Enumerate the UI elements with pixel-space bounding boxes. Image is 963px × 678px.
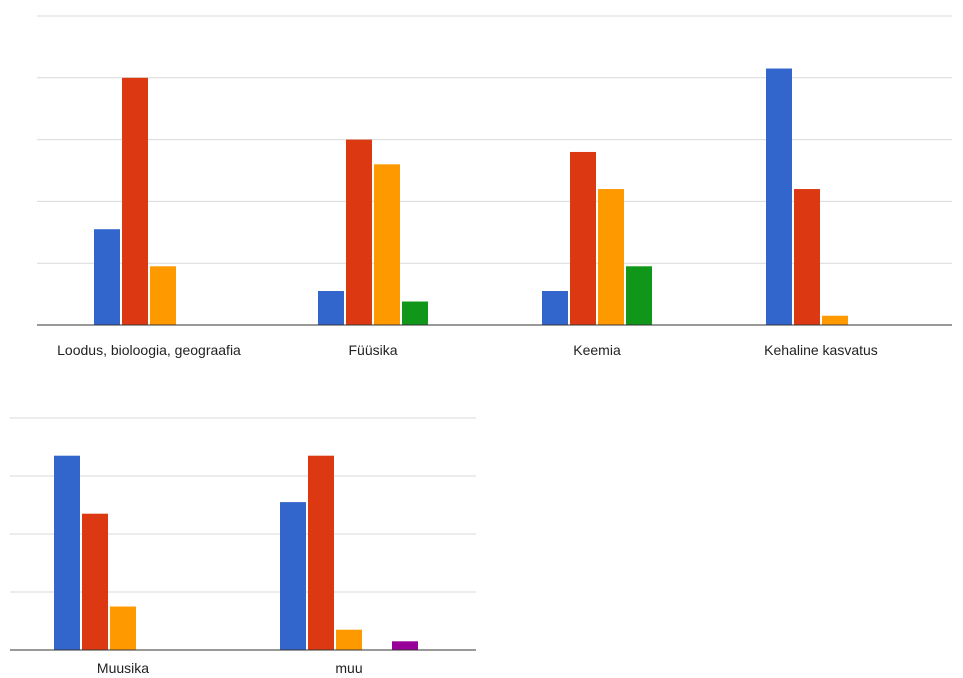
bar — [570, 151, 596, 325]
bar — [318, 291, 344, 325]
bar — [54, 455, 80, 650]
bar — [402, 301, 428, 325]
bar — [346, 139, 372, 325]
category-label: Loodus, bioloogia, geograafia — [57, 342, 241, 358]
bar — [94, 229, 120, 325]
category-label: Keemia — [573, 342, 621, 358]
bar — [392, 641, 418, 650]
bar — [110, 606, 136, 650]
bar — [766, 68, 792, 325]
category-label: muu — [335, 660, 362, 676]
chart-2: Muusika muu — [10, 417, 476, 676]
bar — [822, 315, 848, 325]
bar — [794, 189, 820, 325]
category-label: Kehaline kasvatus — [764, 342, 878, 358]
bar — [542, 291, 568, 325]
category-label: Füüsika — [348, 342, 397, 358]
bar — [122, 77, 148, 325]
category-label: Muusika — [97, 660, 149, 676]
bar — [280, 502, 306, 650]
bar — [626, 266, 652, 325]
bar — [374, 164, 400, 325]
bar — [308, 455, 334, 650]
bar — [82, 513, 108, 650]
bar — [150, 266, 176, 325]
chart-1: Loodus, bioloogia, geograafia Füüsika Keem… — [37, 15, 952, 358]
bar — [336, 629, 362, 650]
bar — [598, 189, 624, 325]
